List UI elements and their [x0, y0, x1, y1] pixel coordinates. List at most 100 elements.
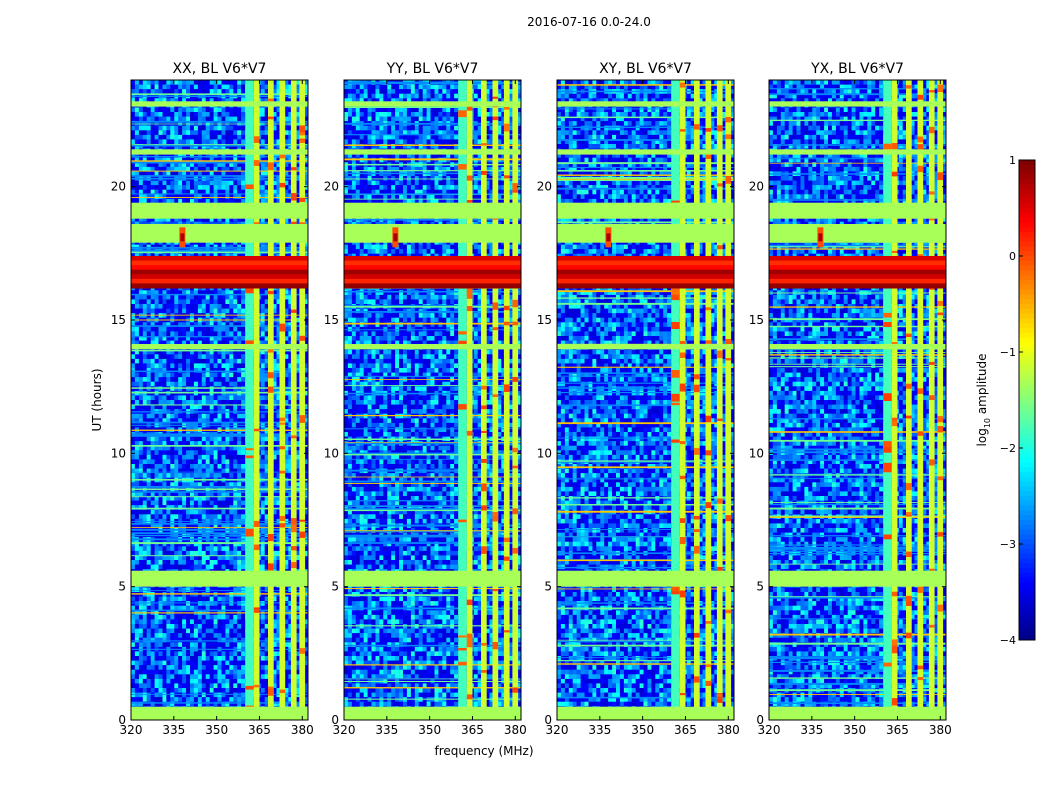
x-tick-label: 380: [291, 723, 314, 737]
x-tick-label: 350: [205, 723, 228, 737]
colorbar-segment: [1019, 539, 1035, 545]
colorbar-segment: [1019, 232, 1035, 238]
y-tick-label: 5: [756, 580, 764, 594]
colorbar-segment: [1019, 496, 1035, 502]
panel-frame: [768, 79, 947, 721]
colorbar-segment: [1019, 404, 1035, 411]
y-tick-label: 5: [544, 580, 552, 594]
colorbar-tick-label: 1: [1009, 154, 1016, 167]
panels-group: XX, BL V6*V7 320 335 350 365 380 0 5 10 15 20 YY, B…: [111, 61, 952, 737]
colorbar-segment: [1019, 515, 1035, 521]
colorbar-segment: [1019, 544, 1035, 550]
y-tick-label: 20: [749, 180, 764, 194]
y-tick-label: 20: [111, 180, 126, 194]
panel-frame: [130, 79, 309, 721]
colorbar-segment: [1019, 164, 1035, 171]
colorbar-segment: [1019, 251, 1035, 257]
colorbar-segment: [1019, 376, 1035, 382]
y-tick-label: 0: [756, 713, 764, 727]
colorbar-segment: [1019, 400, 1035, 406]
colorbar-tick-label: 0: [1009, 250, 1016, 263]
colorbar-segment: [1019, 193, 1035, 199]
colorbar-segment: [1019, 433, 1035, 439]
y-tick-label: 0: [544, 713, 552, 727]
colorbar-segment: [1019, 385, 1035, 391]
y-tick-label: 15: [324, 313, 339, 327]
colorbar-segment: [1019, 227, 1035, 233]
panel-frame: [556, 79, 735, 721]
x-tick-label: 365: [461, 723, 484, 737]
panel-frame: [343, 79, 522, 721]
colorbar-segment: [1019, 323, 1035, 329]
colorbar-segment: [1019, 577, 1035, 583]
colorbar-segment: [1019, 328, 1035, 334]
panel-title: YY, BL V6*V7: [386, 61, 479, 77]
colorbar-segment: [1019, 476, 1035, 483]
x-tick-label: 320: [546, 723, 569, 737]
colorbar-segment: [1019, 486, 1035, 492]
colorbar-segment: [1019, 409, 1035, 415]
colorbar-segment: [1019, 524, 1035, 531]
colorbar-segment: [1019, 620, 1035, 627]
spectrogram-image: [344, 80, 521, 720]
colorbar-segment: [1019, 294, 1035, 300]
x-tick-label: 335: [800, 723, 823, 737]
x-tick-label: 380: [929, 723, 952, 737]
panel-title: YX, BL V6*V7: [810, 61, 904, 77]
colorbar-segment: [1019, 275, 1035, 281]
colorbar-segment: [1019, 395, 1035, 401]
y-axis-label: UT (hours): [90, 368, 104, 431]
colorbar-segment: [1019, 582, 1035, 588]
x-tick-label: 380: [717, 723, 740, 737]
colorbar-segment: [1019, 366, 1035, 372]
colorbar-segment: [1019, 601, 1035, 607]
colorbar-segment: [1019, 611, 1035, 617]
colorbar-segment: [1019, 414, 1035, 420]
colorbar-segment: [1019, 553, 1035, 559]
y-tick-label: 10: [537, 446, 552, 460]
colorbar-segment: [1019, 289, 1035, 295]
y-tick-label: 10: [111, 446, 126, 460]
colorbar-segment: [1019, 558, 1035, 564]
x-tick-label: 320: [333, 723, 356, 737]
colorbar-segment: [1019, 270, 1035, 276]
colorbar-segment: [1019, 443, 1035, 449]
colorbar-segment: [1019, 481, 1035, 487]
x-tick-label: 350: [843, 723, 866, 737]
colorbar-segment: [1019, 472, 1035, 478]
panel-0: XX, BL V6*V7 320 335 350 365 380 0 5 10 15 20: [111, 61, 314, 737]
spectrogram-image: [557, 80, 734, 720]
colorbar-segment: [1019, 332, 1035, 339]
panel-3: YX, BL V6*V7 320 335 350 365 380 0 5 10 15 20: [749, 61, 952, 737]
colorbar-segment: [1019, 534, 1035, 540]
colorbar-segment: [1019, 217, 1035, 223]
colorbar-tick-label: −3: [1000, 538, 1016, 551]
colorbar-segment: [1019, 184, 1035, 190]
colorbar-segment: [1019, 280, 1035, 286]
colorbar-segment: [1019, 361, 1035, 367]
y-tick-label: 15: [111, 313, 126, 327]
colorbar-segment: [1019, 169, 1035, 175]
x-tick-label: 335: [588, 723, 611, 737]
y-tick-label: 0: [331, 713, 339, 727]
spectrogram-image: [769, 80, 946, 720]
colorbar: 1 0 −1 −2 −3 −4 log10 amplitude: [975, 154, 1036, 647]
x-tick-label: 365: [674, 723, 697, 737]
x-tick-label: 335: [375, 723, 398, 737]
colorbar-segment: [1019, 304, 1035, 310]
colorbar-segment: [1019, 419, 1035, 425]
colorbar-segment: [1019, 467, 1035, 473]
colorbar-segment: [1019, 510, 1035, 516]
y-tick-label: 5: [118, 580, 126, 594]
colorbar-segment: [1019, 356, 1035, 363]
colorbar-segment: [1019, 236, 1035, 243]
colorbar-segment: [1019, 212, 1035, 219]
x-tick-label: 335: [162, 723, 185, 737]
colorbar-segment: [1019, 563, 1035, 569]
panel-title: XX, BL V6*V7: [173, 61, 267, 77]
y-tick-label: 20: [537, 180, 552, 194]
colorbar-segment: [1019, 198, 1035, 204]
colorbar-segment: [1019, 179, 1035, 185]
x-tick-label: 365: [248, 723, 271, 737]
